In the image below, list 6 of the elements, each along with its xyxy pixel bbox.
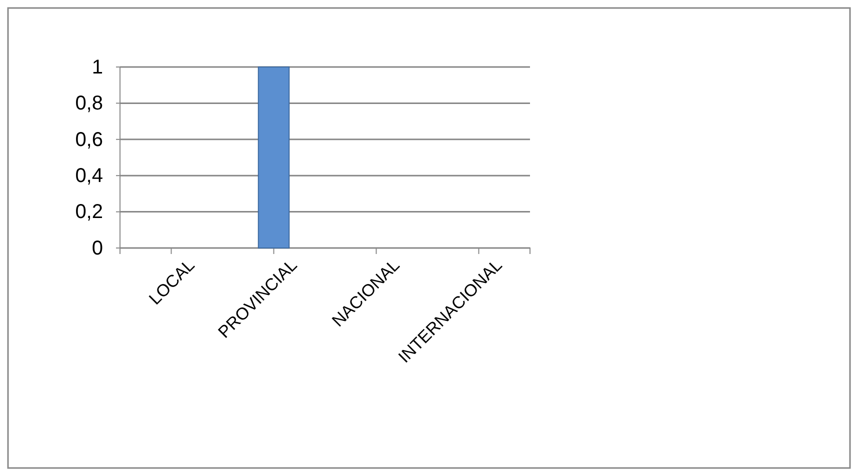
y-tick-label: 0,8 [75,92,103,115]
y-tick-label: 1 [92,56,103,78]
y-tick-label: 0,2 [75,201,103,224]
y-tick-label: 0,4 [75,165,103,187]
y-tick-label: 0,6 [75,128,103,151]
y-tick-label: 0 [92,237,103,260]
